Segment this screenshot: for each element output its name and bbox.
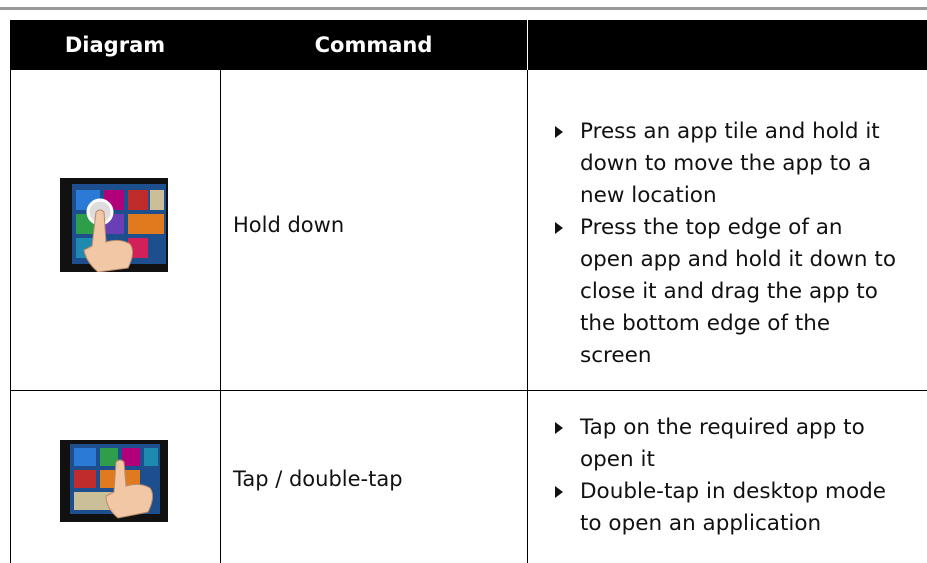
header-cell: Command bbox=[314, 33, 433, 57]
column-line bbox=[10, 70, 11, 563]
header-cell: Diagram bbox=[64, 33, 166, 57]
tap-diagram bbox=[60, 440, 168, 522]
bullet-item: Press the top edge of an open app and ho… bbox=[555, 212, 900, 372]
column-line bbox=[220, 70, 221, 563]
hold-down-diagram bbox=[60, 178, 168, 272]
command-text: Tap / double-tap bbox=[233, 467, 403, 491]
column-line bbox=[527, 70, 528, 563]
row-line bbox=[10, 390, 927, 391]
top-rule bbox=[0, 7, 927, 10]
command-text: Hold down bbox=[233, 213, 345, 237]
bullet-list: Tap on the required app to open it Doubl… bbox=[555, 412, 900, 540]
bullet-item: Double-tap in desktop mode to open an ap… bbox=[555, 476, 900, 540]
bullet-list: Press an app tile and hold it down to mo… bbox=[555, 116, 900, 372]
bullet-item: Tap on the required app to open it bbox=[555, 412, 900, 476]
bullet-item: Press an app tile and hold it down to mo… bbox=[555, 116, 900, 212]
header-row bbox=[10, 20, 927, 70]
header-divider bbox=[527, 20, 528, 70]
